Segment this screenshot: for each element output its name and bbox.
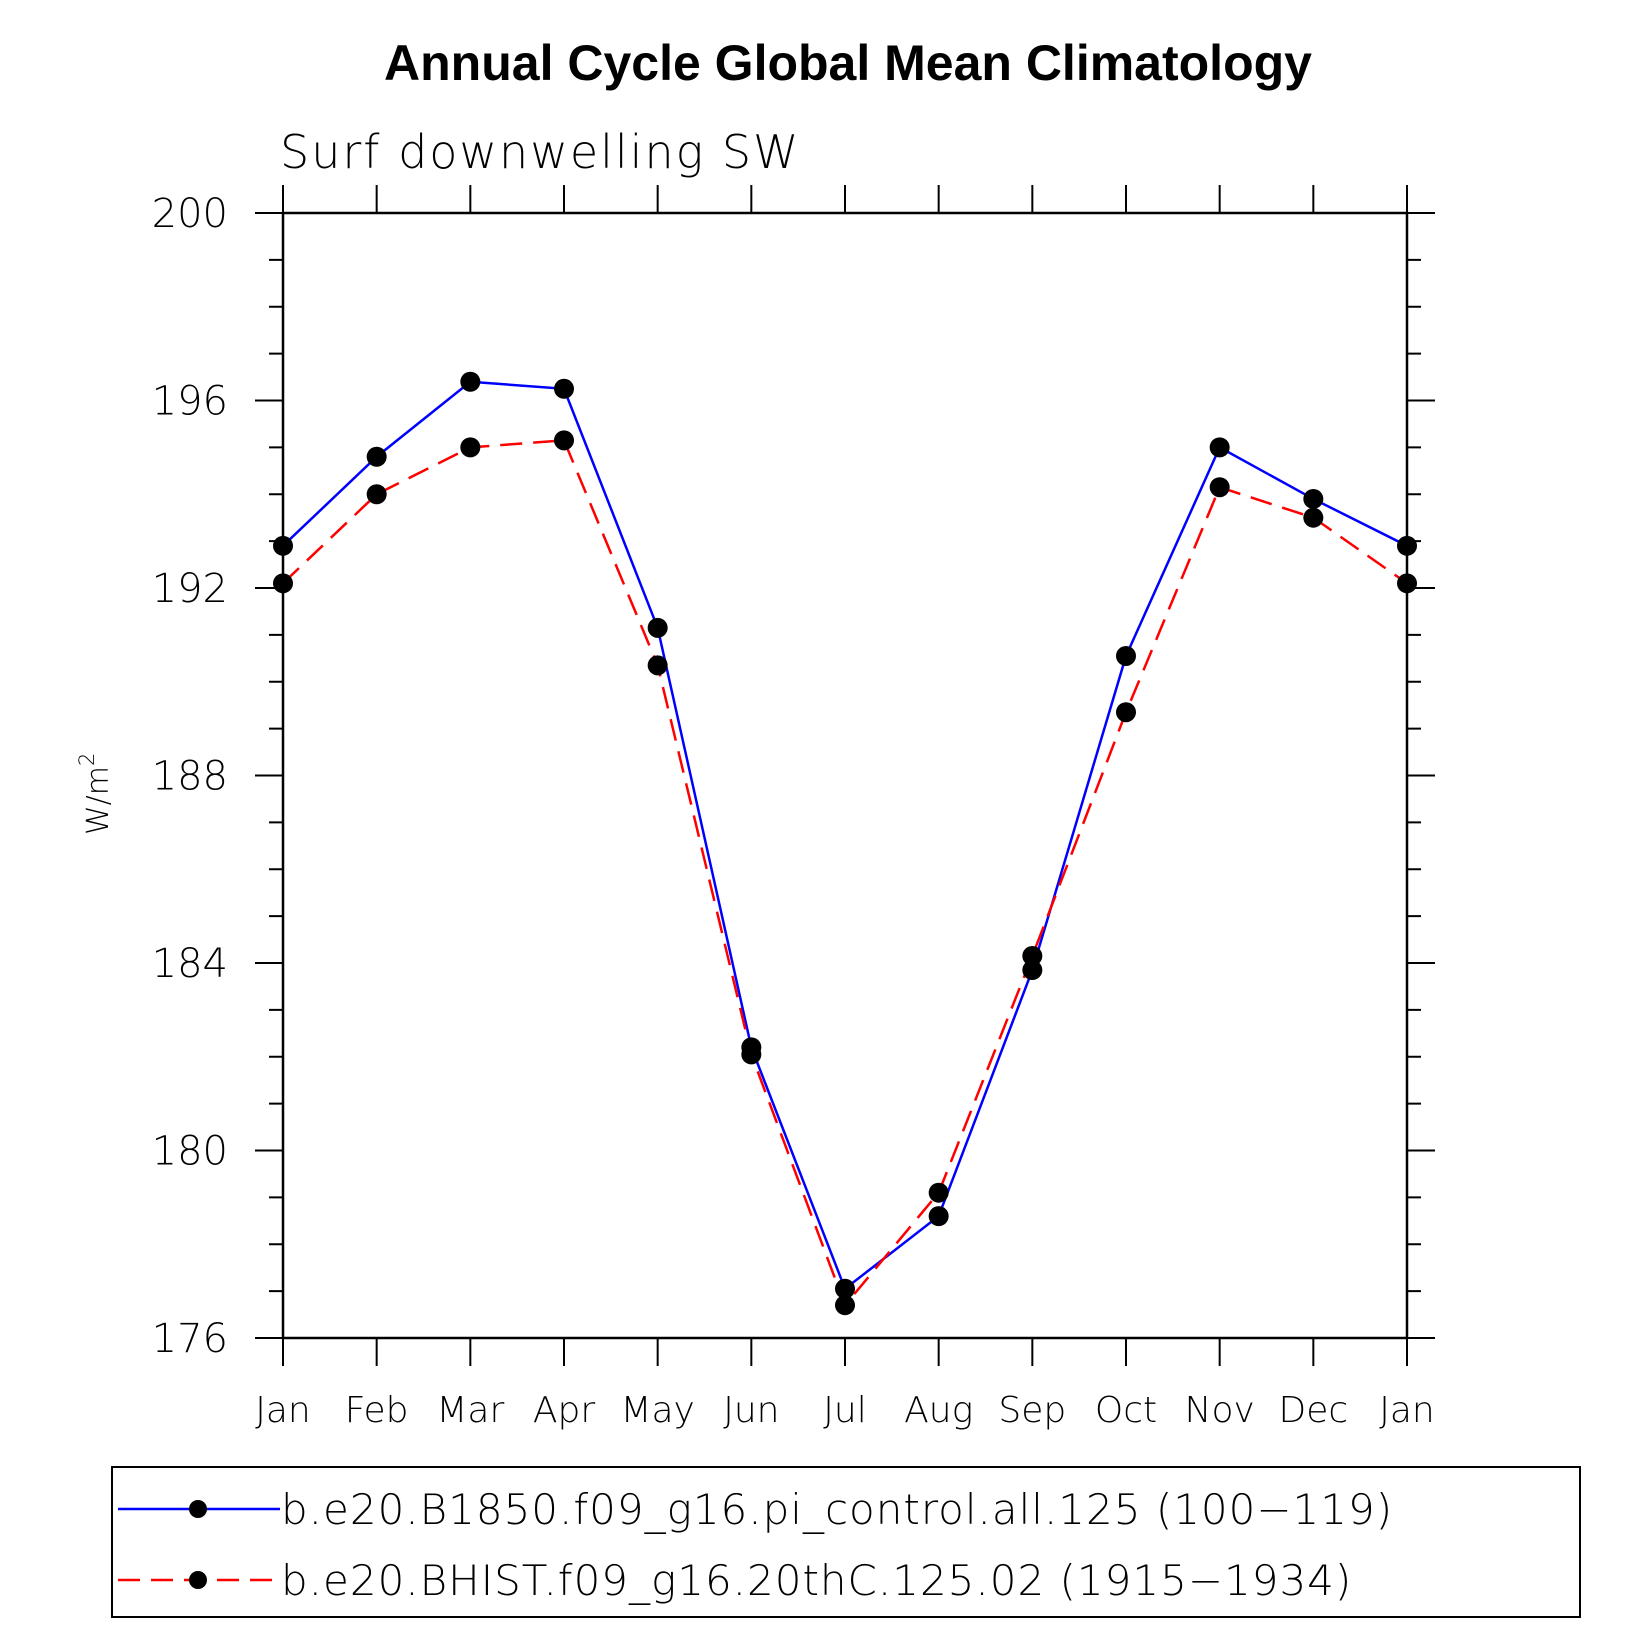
chart-title: Annual Cycle Global Mean Climatology [384,35,1312,91]
x-tick-label: Aug [904,1390,973,1431]
y-tick-label: 200 [152,191,228,237]
data-point-0-10 [1209,437,1230,458]
legend-box [111,1466,1581,1618]
x-tick-label: May [620,1390,694,1431]
legend-label-0: b.e20.B1850.f09_g16.pi_control.all.125 (… [281,1485,1393,1534]
data-point-0-8 [1022,960,1043,981]
data-point-0-12 [1397,535,1417,556]
x-tick-label: Mar [436,1390,504,1431]
data-point-1-6 [835,1295,855,1316]
x-tick-label: Jan [255,1390,311,1431]
x-tick-label: Sep [998,1390,1066,1431]
y-tick-label: 196 [152,379,228,425]
data-point-1-1 [366,484,387,505]
data-point-0-4 [647,617,668,638]
data-point-0-2 [460,371,481,392]
legend-label-1: b.e20.BHIST.f09_g16.20thC.125.02 (1915−1… [281,1556,1352,1605]
x-tick-label: Nov [1185,1390,1255,1431]
y-tick-label: 192 [152,566,228,612]
data-point-1-11 [1303,507,1324,528]
plot-frame [281,211,1409,1340]
data-point-1-8 [1022,945,1043,966]
x-tick-label: Jul [823,1390,866,1431]
legend-entry-0: b.e20.B1850.f09_g16.pi_control.all.125 (… [118,1485,1393,1534]
data-point-0-9 [1116,645,1136,666]
data-point-0-6 [835,1278,855,1299]
y-tick-labels: 176 180 184 188 192 196 200 [152,191,228,1362]
series-line-1 [282,439,1408,1308]
data-point-0-3 [554,378,574,399]
data-point-1-2 [460,437,481,458]
series-line-0 [282,380,1408,1291]
y-axis-label-superscript: 2 [75,753,99,766]
legend-marker-0 [189,1500,207,1518]
y-tick-label: 180 [152,1129,228,1175]
data-point-1-4 [647,655,668,676]
legend: b.e20.B1850.f09_g16.pi_control.all.125 (… [111,1466,1581,1618]
data-point-0-0 [273,535,293,556]
data-point-0-1 [366,446,387,467]
data-point-1-9 [1116,702,1136,723]
x-tick-label: Jun [723,1390,779,1431]
data-point-0-7 [928,1206,949,1227]
y-axis-label: W/m2 [75,753,116,835]
x-tick-label: Feb [345,1390,409,1431]
x-tick-label: Oct [1095,1390,1157,1431]
chart-subtitle: Surf downwelling SW [280,125,801,179]
x-tick-label: Jan [1379,1390,1435,1431]
legend-marker-1 [189,1571,207,1589]
data-point-1-10 [1209,477,1230,498]
y-axis-label-text: W/m [81,766,116,835]
data-point-0-11 [1303,488,1324,509]
x-tick-label: Apr [533,1390,595,1431]
x-tick-labels: Jan Feb Mar Apr May Jun Jul Aug Sep Oct Nov Dec Jan [255,1390,1435,1431]
data-point-1-12 [1397,573,1417,594]
svg-text:W/m2: W/m2 [75,753,116,835]
y-tick-label: 184 [152,941,228,987]
data-point-1-7 [928,1182,949,1203]
x-tick-label: Dec [1278,1390,1348,1431]
y-tick-label: 188 [152,754,228,800]
y-tick-label: 176 [152,1316,228,1362]
legend-entry-1: b.e20.BHIST.f09_g16.20thC.125.02 (1915−1… [118,1556,1352,1605]
data-point-1-3 [554,430,574,451]
series-layer [273,371,1417,1316]
data-point-1-5 [741,1044,762,1065]
data-point-1-0 [273,573,293,594]
axis-ticks [255,185,1435,1366]
